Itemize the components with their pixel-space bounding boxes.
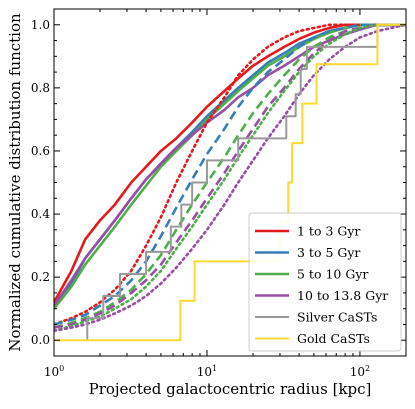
series-layer xyxy=(54,23,406,342)
y-axis-label: Normalized cumulative distribution funct… xyxy=(6,13,24,352)
legend-label: Silver CaSTs xyxy=(297,310,377,325)
series-line-4daf4a-dotted-8 xyxy=(54,23,406,333)
legend-item-silver-casts: Silver CaSTs xyxy=(255,310,377,325)
y-tick-label: 1.0 xyxy=(31,18,50,32)
legend-label: 1 to 3 Gyr xyxy=(297,224,360,239)
y-tick-label: 0.4 xyxy=(31,207,50,221)
series-line-4daf4a-dashed-6 xyxy=(54,23,406,329)
y-tick-label: 0.8 xyxy=(31,81,50,95)
legend-item-gold-casts: Gold CaSTs xyxy=(255,331,370,346)
series-line-silver-casts-10 xyxy=(86,23,406,341)
x-tick-label: 100 xyxy=(44,364,64,379)
series-line-e41a1c-dotted-4 xyxy=(54,23,406,326)
legend-item-5-to-10-gyr: 5 to 10 Gyr xyxy=(255,267,368,282)
series-line-984ea3-dotted-9 xyxy=(54,23,406,333)
legend-label: 5 to 10 Gyr xyxy=(297,267,368,282)
x-tick-label: 102 xyxy=(350,364,370,379)
legend: 1 to 3 Gyr 3 to 5 Gyr 5 to 10 Gyr 10 to 13.… xyxy=(248,212,402,352)
series-line-gold-casts-11 xyxy=(54,23,406,342)
series-line-377eb8-dashed-5 xyxy=(54,23,406,326)
legend-label: 3 to 5 Gyr xyxy=(297,245,360,260)
legend-label: 10 to 13.8 Gyr xyxy=(297,288,388,303)
series-line-984ea3-dashed-7 xyxy=(54,23,406,329)
legend-label: Gold CaSTs xyxy=(297,331,370,346)
series-line-1-to-3-gyr-0 xyxy=(54,23,406,303)
legend-items: 1 to 3 Gyr 3 to 5 Gyr 5 to 10 Gyr 10 to 13.… xyxy=(255,224,388,346)
y-tick-label: 0.0 xyxy=(31,333,50,347)
tick-layer xyxy=(53,9,406,356)
y-tick-label: 0.2 xyxy=(31,270,50,284)
tick-label-layer: 100 101 102 0.0 0.2 0.4 0.6 0.8 1.0 xyxy=(31,18,370,379)
y-tick-label: 0.6 xyxy=(31,144,50,158)
legend-item-1-to-3-gyr: 1 to 3 Gyr xyxy=(255,224,360,239)
legend-item-10-to-13-8-gyr: 10 to 13.8 Gyr xyxy=(255,288,388,303)
x-axis-label: Projected galactocentric radius [kpc] xyxy=(89,380,372,398)
x-tick-label: 101 xyxy=(197,364,217,379)
legend-item-3-to-5-gyr: 3 to 5 Gyr xyxy=(255,245,360,260)
